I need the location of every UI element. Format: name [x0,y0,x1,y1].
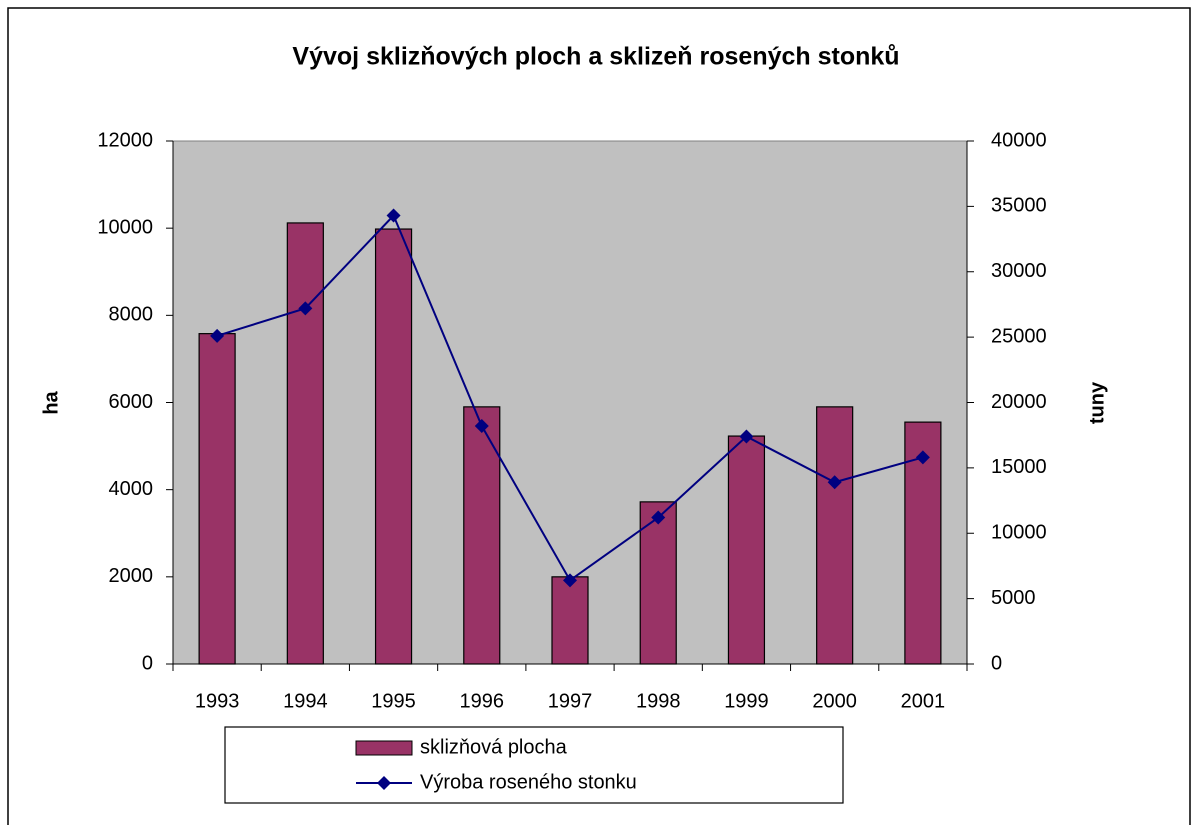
y2-tick-label: 15000 [991,456,1047,478]
y-tick-label: 6000 [109,391,154,413]
bar [374,228,413,665]
y-tick-label: 4000 [109,478,154,500]
y-tick-label: 0 [142,652,153,674]
y-axis-label: ha [40,390,62,414]
y2-tick-label: 40000 [991,129,1047,151]
y2-tick-label: 30000 [991,260,1047,282]
marker [474,419,489,434]
x-tick-label: 1995 [371,690,416,712]
chart-title: Vývoj sklizňových ploch a sklizeň rosený… [292,43,899,71]
bar [816,406,854,665]
marker [298,301,313,316]
legend-marker [377,776,391,790]
marker [563,573,577,588]
marker [915,450,930,465]
legend-swatch [355,740,413,756]
x-tick-label: 2001 [901,690,946,712]
y2-tick-label: 20000 [991,391,1047,413]
y2-tick-label: 25000 [991,325,1047,347]
marker [651,510,666,525]
marker [386,208,401,223]
bar [551,576,589,665]
y2-tick-label: 35000 [991,195,1047,217]
y2-axis-label: tuny [1086,381,1108,424]
x-tick-label: 1996 [460,690,505,712]
x-tick-label: 1993 [195,690,240,712]
legend-label: sklizňová plocha [420,736,568,758]
bar [286,222,324,665]
bar [639,501,677,665]
bar [727,435,766,665]
x-tick-label: 1997 [548,690,593,712]
y-tick-label: 10000 [97,216,153,238]
y-tick-label: 2000 [109,565,154,587]
legend-box [224,726,844,804]
y-tick-label: 12000 [97,129,153,151]
legend-label: Výroba roseného stonku [420,771,637,793]
y2-tick-label: 0 [991,652,1002,674]
marker [210,328,225,343]
x-tick-label: 1994 [283,690,328,712]
x-tick-label: 2000 [812,690,857,712]
bar [198,333,236,665]
bar [463,406,501,665]
marker [827,475,842,490]
y-tick-label: 8000 [109,304,154,326]
y2-tick-label: 10000 [991,522,1047,544]
x-tick-label: 1998 [636,690,681,712]
marker [739,429,754,444]
y2-tick-label: 5000 [991,587,1036,609]
x-tick-label: 1999 [724,690,769,712]
